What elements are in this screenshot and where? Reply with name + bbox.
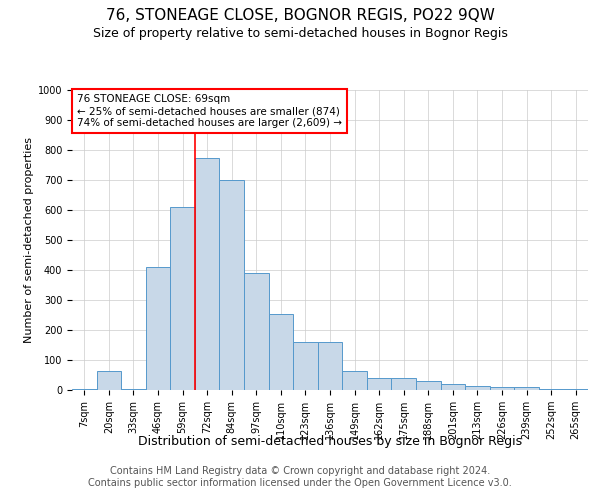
Bar: [391, 378, 416, 390]
Bar: [170, 207, 195, 390]
Bar: [293, 342, 318, 390]
Bar: [72, 388, 97, 390]
Bar: [490, 387, 514, 390]
Text: 76 STONEAGE CLOSE: 69sqm
← 25% of semi-detached houses are smaller (874)
74% of : 76 STONEAGE CLOSE: 69sqm ← 25% of semi-d…: [77, 94, 342, 128]
Bar: [121, 388, 146, 390]
Text: Size of property relative to semi-detached houses in Bognor Regis: Size of property relative to semi-detach…: [92, 28, 508, 40]
Bar: [195, 158, 220, 390]
Bar: [440, 384, 465, 390]
Bar: [514, 387, 539, 390]
Bar: [563, 388, 588, 390]
Bar: [465, 386, 490, 390]
Bar: [244, 273, 269, 390]
Bar: [97, 370, 121, 390]
Text: Contains HM Land Registry data © Crown copyright and database right 2024.
Contai: Contains HM Land Registry data © Crown c…: [88, 466, 512, 487]
Bar: [416, 381, 440, 390]
Bar: [367, 378, 391, 390]
Bar: [318, 342, 342, 390]
Bar: [146, 267, 170, 390]
Bar: [220, 180, 244, 390]
Bar: [539, 388, 563, 390]
Text: Distribution of semi-detached houses by size in Bognor Regis: Distribution of semi-detached houses by …: [138, 435, 522, 448]
Text: 76, STONEAGE CLOSE, BOGNOR REGIS, PO22 9QW: 76, STONEAGE CLOSE, BOGNOR REGIS, PO22 9…: [106, 8, 494, 22]
Y-axis label: Number of semi-detached properties: Number of semi-detached properties: [23, 137, 34, 343]
Bar: [342, 370, 367, 390]
Bar: [269, 314, 293, 390]
